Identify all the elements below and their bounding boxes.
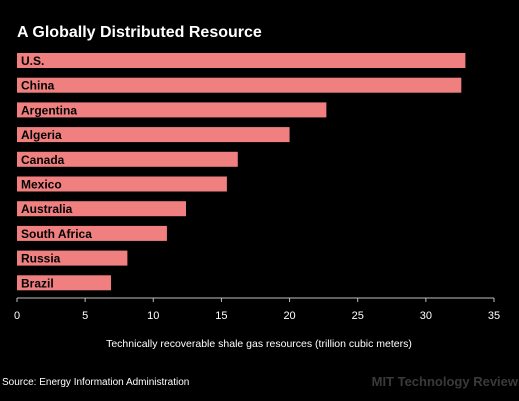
footer-band (0, 368, 519, 401)
bar-label-mexico: Mexico (21, 178, 62, 192)
x-axis-label: Technically recoverable shale gas resour… (106, 338, 412, 350)
x-axis: 0 5 10 15 20 25 30 35 (14, 297, 500, 322)
bar-label-china: China (21, 79, 55, 93)
bar-label-russia: Russia (21, 252, 61, 266)
x-tick-label: 35 (488, 310, 500, 322)
bar-algeria (17, 127, 290, 143)
bar-label-australia: Australia (21, 202, 73, 216)
chart-title: A Globally Distributed Resource (17, 24, 262, 41)
x-tick-label: 30 (420, 310, 432, 322)
bar-australia (17, 201, 186, 217)
x-tick-label: 25 (352, 310, 364, 322)
bars: U.S. China Argentina Algeria Canada Mexico Aus… (17, 53, 466, 291)
bar-label-brazil: Brazil (21, 276, 54, 290)
bar-russia (17, 250, 128, 266)
x-tick-label: 10 (147, 310, 159, 322)
brand-logo: MIT Technology Review (372, 374, 519, 389)
bar-label-u-s: U.S. (21, 54, 44, 68)
bar-label-south-africa: South Africa (21, 227, 92, 241)
x-tick-label: 20 (283, 310, 295, 322)
bar-china (17, 77, 462, 93)
bar-label-canada: Canada (21, 153, 65, 167)
bar-argentina (17, 102, 327, 118)
x-tick-label: 0 (14, 310, 20, 322)
bar-brazil (17, 275, 112, 291)
bar-south-africa (17, 225, 167, 241)
source-note: Source: Energy Information Administratio… (2, 377, 189, 388)
bar-label-argentina: Argentina (21, 103, 77, 117)
bar-label-algeria: Algeria (21, 128, 62, 142)
x-tick-label: 5 (82, 310, 88, 322)
bar-u-s (17, 53, 466, 68)
x-tick-label: 15 (215, 310, 227, 322)
bar-mexico (17, 176, 227, 192)
bar-canada (17, 151, 238, 167)
